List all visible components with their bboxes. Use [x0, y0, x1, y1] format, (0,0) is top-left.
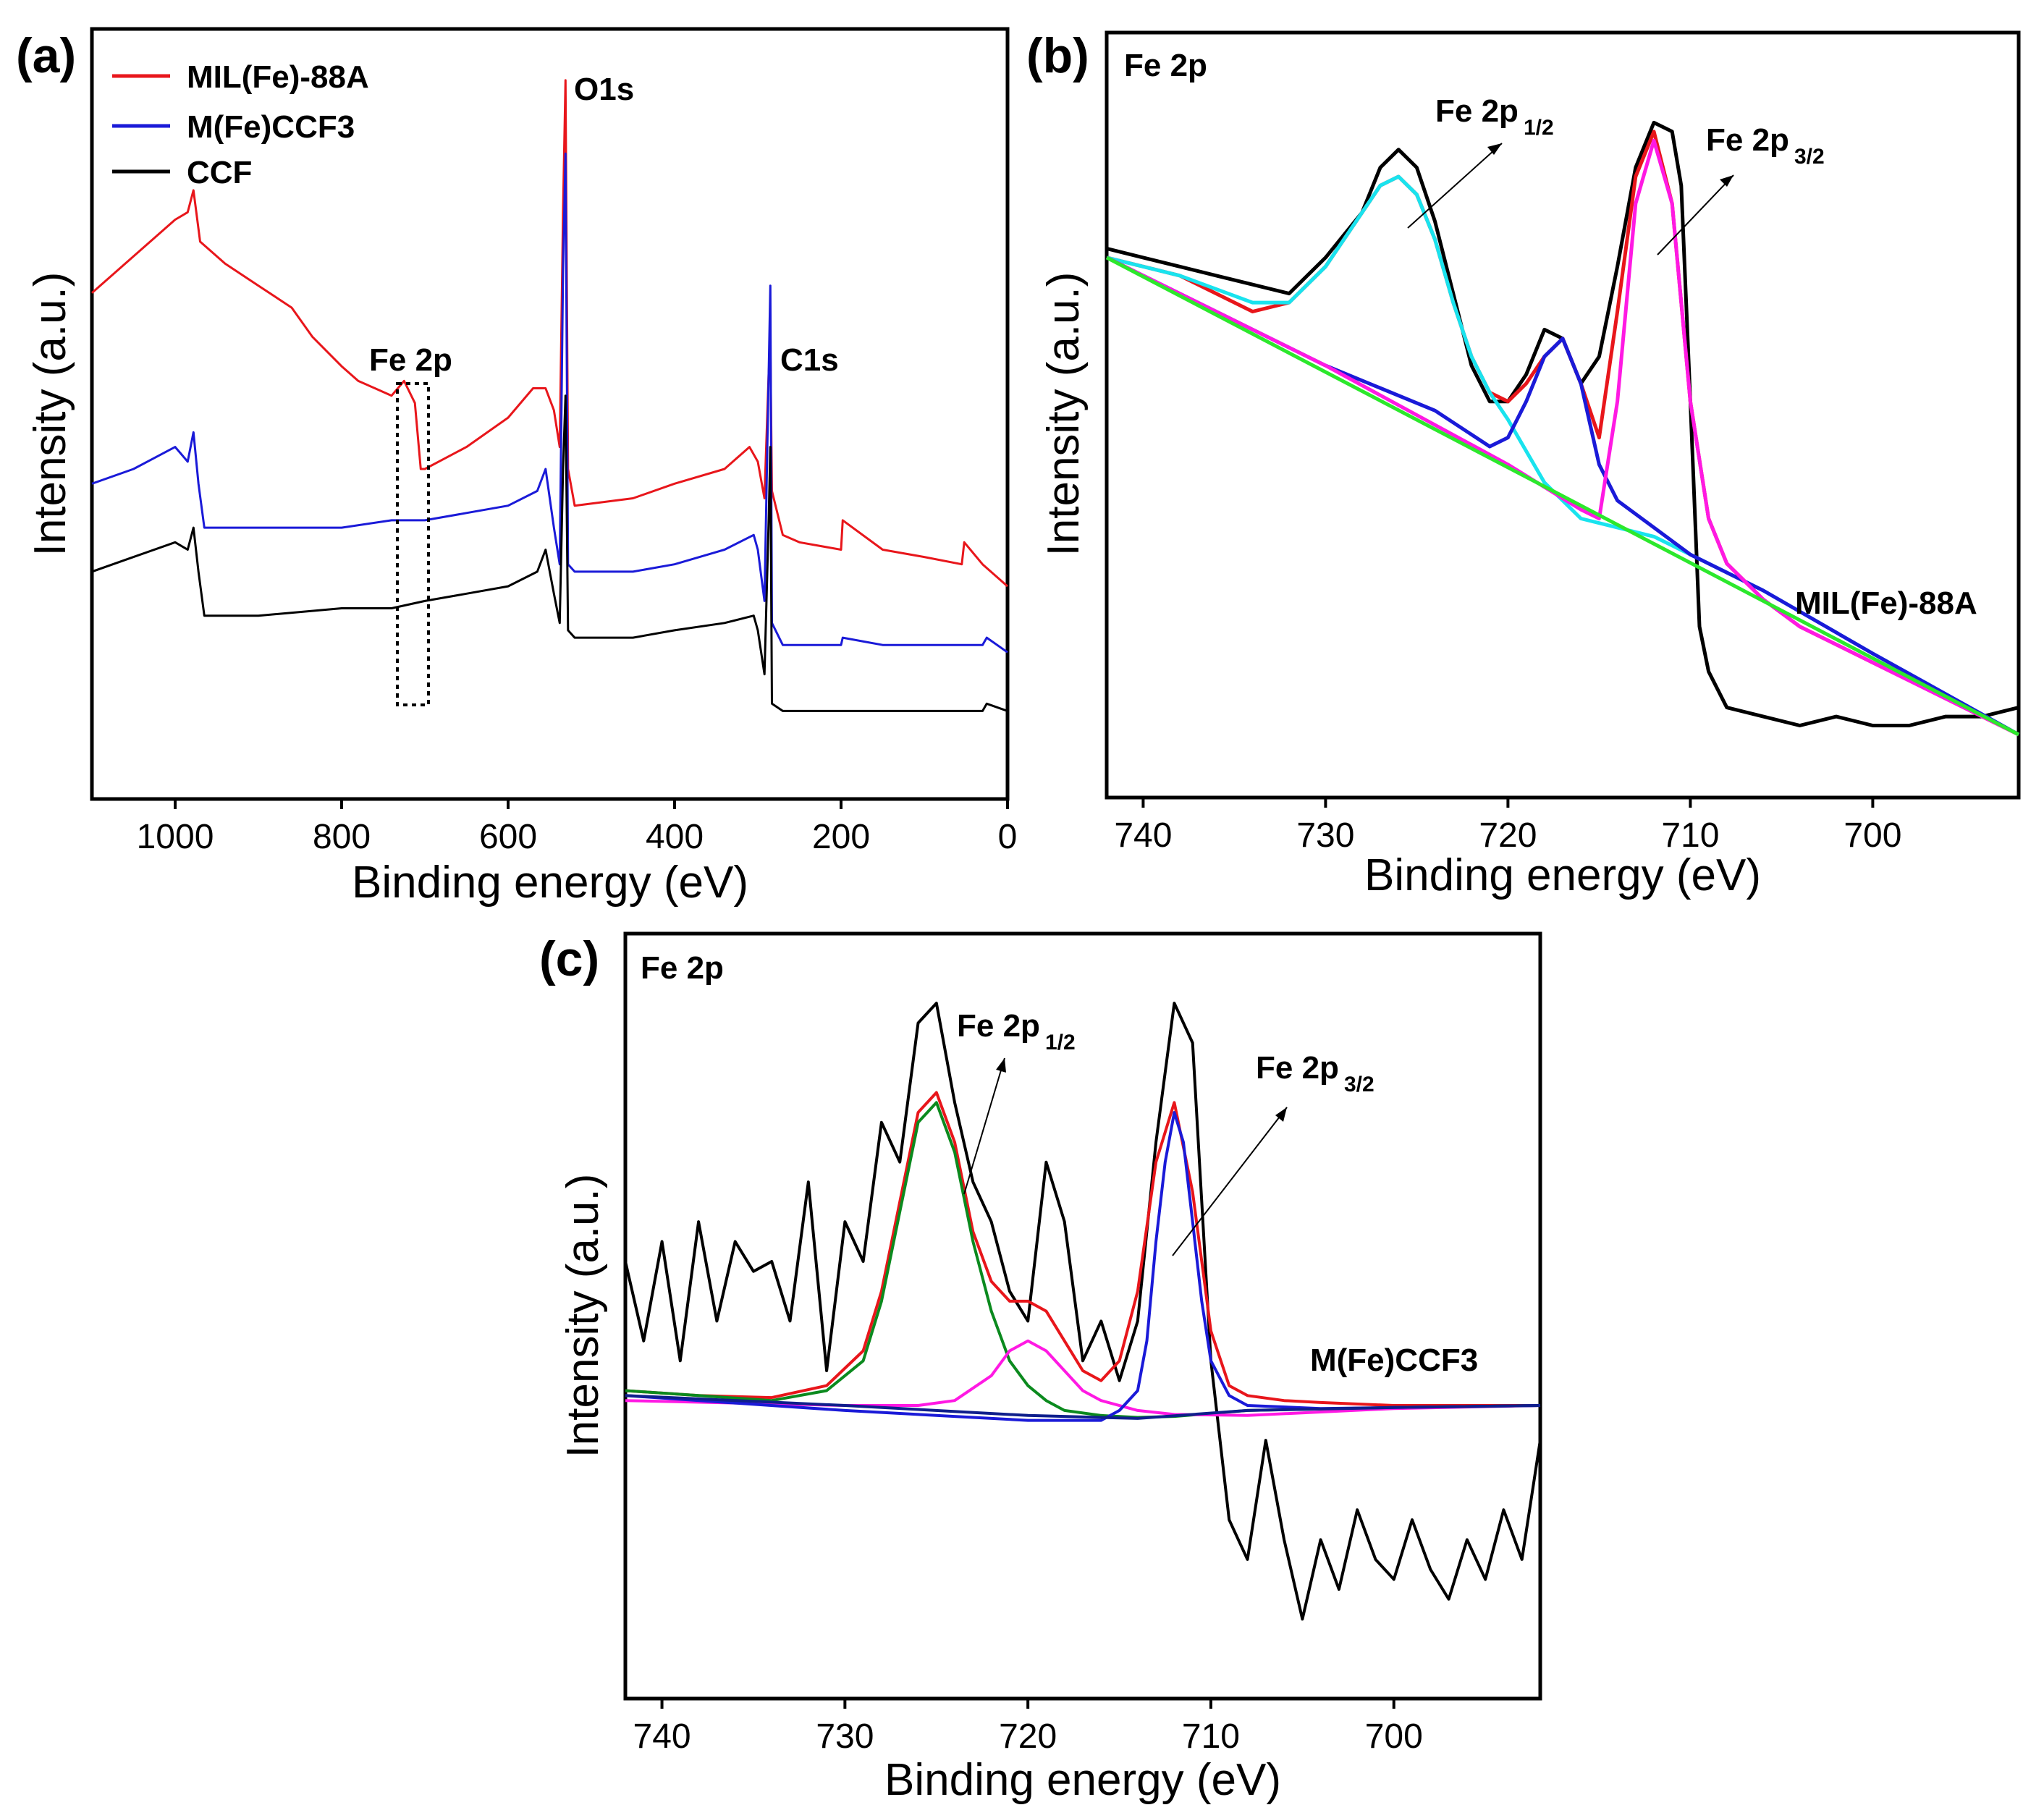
x-tick-label: 720 — [999, 1717, 1057, 1756]
panel-c-frame — [623, 931, 1542, 1701]
panel-b-annotation-2p12: Fe 2p 1/2 — [1407, 93, 1554, 229]
x-tick-label: 200 — [812, 818, 870, 856]
panel-c-2p12-arrowhead — [996, 1058, 1006, 1073]
panel-a-legend: MIL(Fe)-88A M(Fe)CCF3 CCF — [112, 59, 369, 190]
panel-a-letter: (a) — [16, 28, 76, 83]
panel-b-series-raw-data — [1106, 120, 2019, 727]
panel-b-2p12-arrow — [1407, 143, 1503, 229]
panel-c-sample-label: M(Fe)CCF3 — [1310, 1343, 1478, 1378]
x-tick-label: 600 — [479, 818, 537, 856]
x-tick-label: 720 — [1479, 816, 1537, 855]
panel-b: (b) Fe 2p MIL(Fe)-88A Fe 2p 1/2 Fe 2p 3/… — [1026, 28, 2021, 900]
panel-a-series-mil-fe-88a — [91, 79, 1008, 588]
x-tick-label: 730 — [1296, 816, 1354, 855]
panel-c-2p12-label: Fe 2p — [957, 1008, 1040, 1044]
panel-b-letter: (b) — [1026, 28, 1089, 83]
panel-a: (a) Fe 2p O1s C1s MIL(Fe)-88A M(Fe)CCF3 … — [16, 27, 1018, 908]
panel-c-y-title: Intensity (a.u.) — [558, 1174, 608, 1458]
panel-a-series-m-fe-ccf3 — [91, 152, 1008, 654]
panel-a-y-title: Intensity (a.u.) — [25, 272, 75, 557]
panel-b-title: Fe 2p — [1124, 48, 1207, 83]
panel-b-annotation-2p32: Fe 2p 3/2 — [1657, 122, 1825, 255]
panel-c-2p12-subscript: 1/2 — [1045, 1031, 1076, 1054]
panel-b-series-satellite-component — [1105, 255, 2020, 737]
panel-c-x-title: Binding energy (eV) — [884, 1755, 1281, 1805]
panel-b-plot — [1105, 120, 2020, 737]
panel-b-frame — [1105, 30, 2021, 800]
x-tick-label: 740 — [633, 1717, 691, 1756]
panel-a-plot — [91, 79, 1008, 712]
panel-b-2p12-subscript: 1/2 — [1524, 116, 1554, 140]
x-tick-label: 400 — [646, 818, 704, 856]
panel-c-plot — [624, 1002, 1542, 1621]
panel-b-series-fe-2p1-2-component — [1106, 174, 2020, 737]
panel-b-series-fe-2p3-2-component — [1105, 138, 2020, 737]
panel-b-2p12-label: Fe 2p — [1435, 93, 1519, 129]
panel-b-2p32-subscript: 3/2 — [1794, 145, 1825, 169]
x-tick-label: 740 — [1114, 816, 1172, 855]
x-tick-label: 800 — [313, 818, 371, 856]
panel-a-x-title: Binding energy (eV) — [352, 858, 748, 908]
panel-b-sample-label: MIL(Fe)-88A — [1795, 585, 1977, 621]
panel-b-series-envelope-fit — [1106, 130, 2020, 737]
x-tick-label: 710 — [1182, 1717, 1240, 1756]
panel-c-series-fe-2p3-2-component — [625, 1111, 1541, 1422]
panel-c-2p32-arrowhead — [1275, 1107, 1287, 1122]
panel-c-series-raw-data — [624, 1002, 1542, 1621]
panel-c-title: Fe 2p — [641, 950, 724, 986]
panel-b-2p12-arrowhead — [1487, 143, 1502, 155]
panel-c-2p32-label: Fe 2p — [1256, 1050, 1339, 1086]
legend-label-mil: MIL(Fe)-88A — [187, 59, 369, 95]
o1s-label: O1s — [574, 72, 634, 107]
panel-a-frame — [90, 27, 1010, 801]
panel-c: (c) Fe 2p M(Fe)CCF3 Fe 2p 1/2 Fe 2p 3/2 … — [539, 931, 1542, 1805]
panel-c-2p12-arrow — [963, 1057, 1005, 1195]
panel-c-annotation-2p12: Fe 2p 1/2 — [957, 1008, 1076, 1195]
legend-label-ccf: CCF — [187, 155, 252, 190]
panel-b-2p32-label: Fe 2p — [1706, 122, 1789, 158]
panel-a-series-ccf — [91, 394, 1008, 712]
panel-c-annotation-2p32: Fe 2p 3/2 — [1172, 1050, 1374, 1256]
x-tick-label: 700 — [1844, 816, 1901, 855]
x-tick-label: 710 — [1661, 816, 1719, 855]
panel-b-x-axis: 740 730 720 710 700 — [1114, 798, 1901, 855]
panel-a-x-axis: 1000 800 600 400 200 0 — [137, 799, 1018, 856]
fe2p-highlight-box — [396, 382, 430, 706]
panel-c-series-satellite-component — [625, 1339, 1541, 1417]
panel-c-2p32-arrow — [1172, 1107, 1288, 1256]
panel-c-series-background — [625, 1394, 1541, 1420]
panel-c-letter: (c) — [539, 931, 599, 986]
legend-label-mccf3: M(Fe)CCF3 — [187, 109, 355, 145]
panel-c-series-envelope-fit — [625, 1091, 1540, 1407]
x-tick-label: 730 — [816, 1717, 874, 1756]
panel-b-2p32-arrow — [1657, 174, 1734, 255]
panel-b-series-background — [1105, 255, 2020, 737]
panel-b-x-title: Binding energy (eV) — [1364, 850, 1761, 900]
c1s-label: C1s — [780, 342, 839, 378]
x-tick-label: 0 — [998, 818, 1018, 856]
panel-c-x-axis: 740 730 720 710 700 — [633, 1699, 1423, 1756]
panel-c-2p32-subscript: 3/2 — [1344, 1073, 1374, 1096]
x-tick-label: 700 — [1365, 1717, 1423, 1756]
panel-b-2p32-arrowhead — [1720, 175, 1733, 187]
x-tick-label: 1000 — [137, 818, 214, 856]
panel-b-y-title: Intensity (a.u.) — [1039, 272, 1089, 557]
fe2p-box-label: Fe 2p — [369, 342, 452, 378]
